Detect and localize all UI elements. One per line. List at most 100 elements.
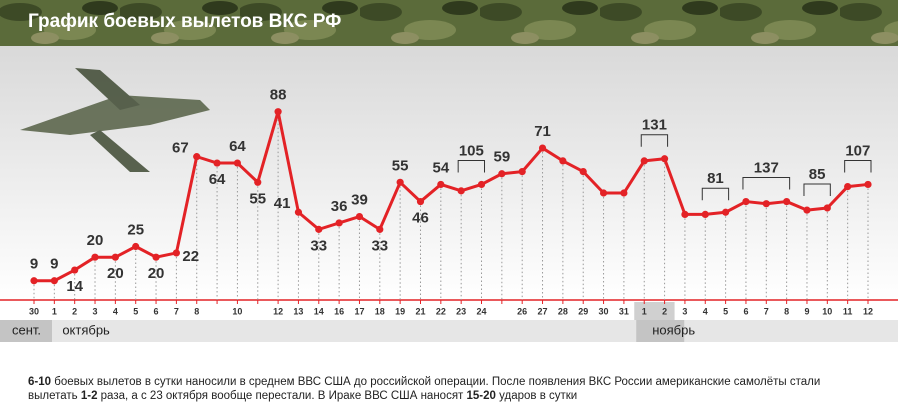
data-label: 46 xyxy=(412,210,429,227)
point xyxy=(660,155,669,163)
data-label: 33 xyxy=(310,237,327,254)
point xyxy=(620,189,628,197)
data-label: 88 xyxy=(270,87,287,104)
x-tick-label: 6 xyxy=(743,306,748,316)
chart-title: График боевых вылетов ВКС РФ xyxy=(28,11,341,32)
x-tick-label: 17 xyxy=(354,306,364,316)
point xyxy=(518,168,526,176)
data-label: 22 xyxy=(182,248,199,265)
x-tick-label: 9 xyxy=(804,306,809,316)
x-tick-label: 3 xyxy=(682,306,687,316)
x-tick-label: 22 xyxy=(436,306,446,316)
point xyxy=(71,266,79,274)
x-tick-label: 18 xyxy=(375,306,385,316)
x-tick-label: 8 xyxy=(784,306,789,316)
x-tick-label: 31 xyxy=(619,306,629,316)
point xyxy=(742,197,750,206)
x-tick-label: 30 xyxy=(29,306,39,316)
x-tick-label: 30 xyxy=(599,306,609,316)
x-tick-label: 11 xyxy=(843,306,853,316)
month-box xyxy=(636,320,685,342)
data-label: 14 xyxy=(66,278,83,295)
footnote-part: вылетать xyxy=(28,390,81,402)
group-bracket xyxy=(640,134,669,147)
point xyxy=(294,208,303,216)
x-tick-label: 21 xyxy=(415,306,425,316)
month-label: ноябрь xyxy=(652,322,695,337)
x-tick-label: 7 xyxy=(174,306,179,316)
point xyxy=(152,253,160,261)
data-label: 20 xyxy=(107,265,124,282)
point xyxy=(335,219,343,227)
group-bracket xyxy=(701,187,730,201)
point xyxy=(823,204,831,212)
x-tick-label: 27 xyxy=(538,306,548,316)
footnote-part: боевых вылетов в сутки наносили в средне… xyxy=(51,376,820,388)
data-label: 36 xyxy=(331,198,348,215)
group-total-label: 105 xyxy=(459,142,484,159)
data-label: 55 xyxy=(249,190,266,207)
footnote: вылетать 1-2 раза, а с 23 октября вообще… xyxy=(28,390,577,402)
group-total-label: 85 xyxy=(809,166,826,183)
x-tick-label: 2 xyxy=(72,306,77,316)
x-tick-label: 28 xyxy=(558,306,568,316)
point xyxy=(722,208,730,216)
plot-background xyxy=(0,46,898,300)
month-band xyxy=(0,320,898,342)
point xyxy=(376,225,384,233)
x-tick-label: 6 xyxy=(154,306,159,316)
footnote-part: раза, а с 23 октября вообще перестали. В… xyxy=(97,390,466,402)
point xyxy=(538,144,547,152)
x-tick-label: 12 xyxy=(273,306,283,316)
data-label: 33 xyxy=(371,237,388,254)
point xyxy=(762,200,770,208)
axis-box xyxy=(634,302,675,320)
point xyxy=(213,159,221,167)
point xyxy=(172,249,180,257)
data-label: 9 xyxy=(50,256,58,273)
point xyxy=(477,180,486,189)
x-tick-label: 12 xyxy=(863,306,873,316)
data-label: 64 xyxy=(229,138,246,155)
data-label: 54 xyxy=(432,159,449,176)
plane xyxy=(20,68,210,172)
point xyxy=(50,277,58,285)
x-tick-label: 8 xyxy=(194,306,199,316)
point xyxy=(437,180,445,189)
point xyxy=(783,197,791,206)
point xyxy=(640,157,648,165)
point xyxy=(498,170,506,178)
data-label: 25 xyxy=(127,221,144,238)
point xyxy=(254,178,262,186)
x-tick-label: 24 xyxy=(477,306,487,316)
data-label: 67 xyxy=(172,140,189,157)
point xyxy=(233,159,242,167)
point xyxy=(559,157,567,165)
data-label: 59 xyxy=(494,149,511,166)
data-label: 9 xyxy=(30,256,38,273)
x-tick-label: 4 xyxy=(113,306,118,316)
x-tick-label: 3 xyxy=(93,306,98,316)
x-tick-label: 13 xyxy=(293,306,303,316)
group-bracket xyxy=(803,183,831,196)
x-tick-label: 5 xyxy=(133,306,138,316)
title-bar xyxy=(0,0,898,46)
data-label: 20 xyxy=(148,265,165,282)
point xyxy=(844,182,852,191)
x-tick-label: 2 xyxy=(662,306,667,316)
x-tick-label: 1 xyxy=(52,306,57,316)
point xyxy=(274,108,282,116)
x-tick-label: 10 xyxy=(822,306,832,316)
point xyxy=(681,210,689,218)
point xyxy=(132,242,140,251)
x-tick-label: 26 xyxy=(517,306,527,316)
data-label: 71 xyxy=(534,123,551,140)
footnote: 6-10 боевых вылетов в сутки наносили в с… xyxy=(28,376,820,388)
point xyxy=(803,206,811,214)
point xyxy=(457,187,465,195)
footnote-part: 1-2 xyxy=(81,390,98,402)
point xyxy=(315,225,323,233)
group-total-label: 131 xyxy=(642,117,667,134)
x-tick-label: 23 xyxy=(456,306,466,316)
